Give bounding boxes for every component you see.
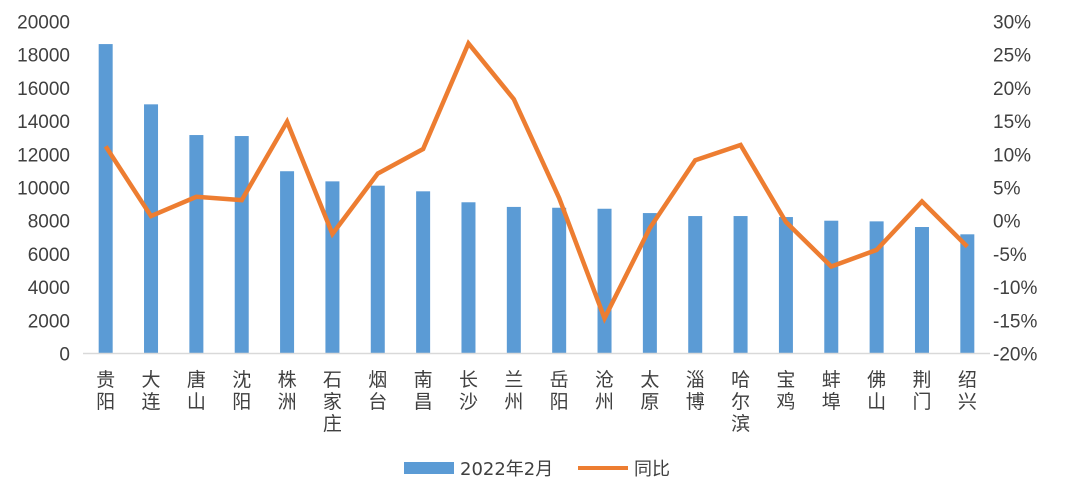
right-tick-label: 10% [993,145,1031,166]
category-label: 大连 [142,369,161,413]
bar [597,208,612,354]
category-label: 岳阳 [550,369,569,413]
category-label: 烟台 [368,369,387,413]
category-label: 绍兴 [958,369,977,413]
category-label: 石家庄 [323,369,342,435]
bar [461,202,476,354]
right-tick-label: 20% [993,79,1031,100]
category-label: 太原 [640,369,659,413]
category-label: 淄博 [686,369,705,413]
category-label: 荆门 [912,369,931,413]
bar [189,135,204,354]
left-tick-label: 12000 [17,145,70,166]
bar [733,216,748,354]
bar [869,221,884,354]
left-tick-label: 8000 [28,212,70,233]
category-label: 株洲 [278,369,297,413]
bar [234,136,249,354]
right-tick-label: 0% [993,212,1021,233]
bar [914,227,929,354]
category-label: 南昌 [414,369,433,413]
left-tick-label: 16000 [17,79,70,100]
right-tick-label: -10% [993,278,1037,299]
category-label: 佛山 [867,369,886,413]
bar [370,185,385,354]
category-label: 贵阳 [96,369,115,413]
right-tick-label: 30% [993,13,1031,34]
category-label: 长沙 [459,369,478,413]
line-series [103,39,969,324]
right-axis-ticks: -20% -15% -10% -5% 0% 5% 10% 15% 20% 25% 30% [993,13,1037,366]
right-tick-label: -20% [993,345,1037,366]
category-label: 沧州 [595,369,614,413]
bar [688,216,703,354]
bar [280,171,295,354]
bar [506,206,521,354]
category-label: 蚌埠 [822,369,841,413]
left-tick-label: 18000 [17,46,70,67]
left-tick-label: 2000 [28,311,70,332]
left-tick-label: 0 [59,345,70,366]
right-tick-label: 5% [993,179,1021,200]
bar [144,104,159,354]
bar [778,217,793,354]
left-tick-label: 6000 [28,245,70,266]
right-tick-label: 25% [993,46,1031,67]
left-tick-label: 20000 [17,13,70,34]
left-tick-label: 14000 [17,112,70,133]
category-label: 兰州 [504,369,523,413]
left-tick-label: 10000 [17,179,70,200]
bar [824,220,839,354]
category-label: 宝鸡 [776,369,795,413]
bar [642,213,657,354]
legend-line-label: 同比 [634,459,670,480]
legend: 2022年2月 同比 [404,459,670,480]
right-tick-label: -15% [993,311,1037,332]
left-tick-label: 4000 [28,278,70,299]
legend-bar-swatch [404,462,454,474]
legend-bar-label: 2022年2月 [460,459,553,480]
bar-series [98,44,975,354]
bar [960,234,975,354]
bar [552,207,567,354]
right-tick-label: -5% [993,245,1027,266]
left-axis-ticks: 0 2000 4000 6000 8000 10000 12000 14000 16000 180… [17,13,70,366]
bar [325,181,340,354]
line-path [103,39,969,324]
right-tick-label: 15% [993,112,1031,133]
category-label: 唐山 [187,369,206,413]
bar [98,44,113,354]
category-label: 沈阳 [232,369,251,413]
bar [416,191,431,354]
category-label: 哈尔滨 [731,369,750,435]
